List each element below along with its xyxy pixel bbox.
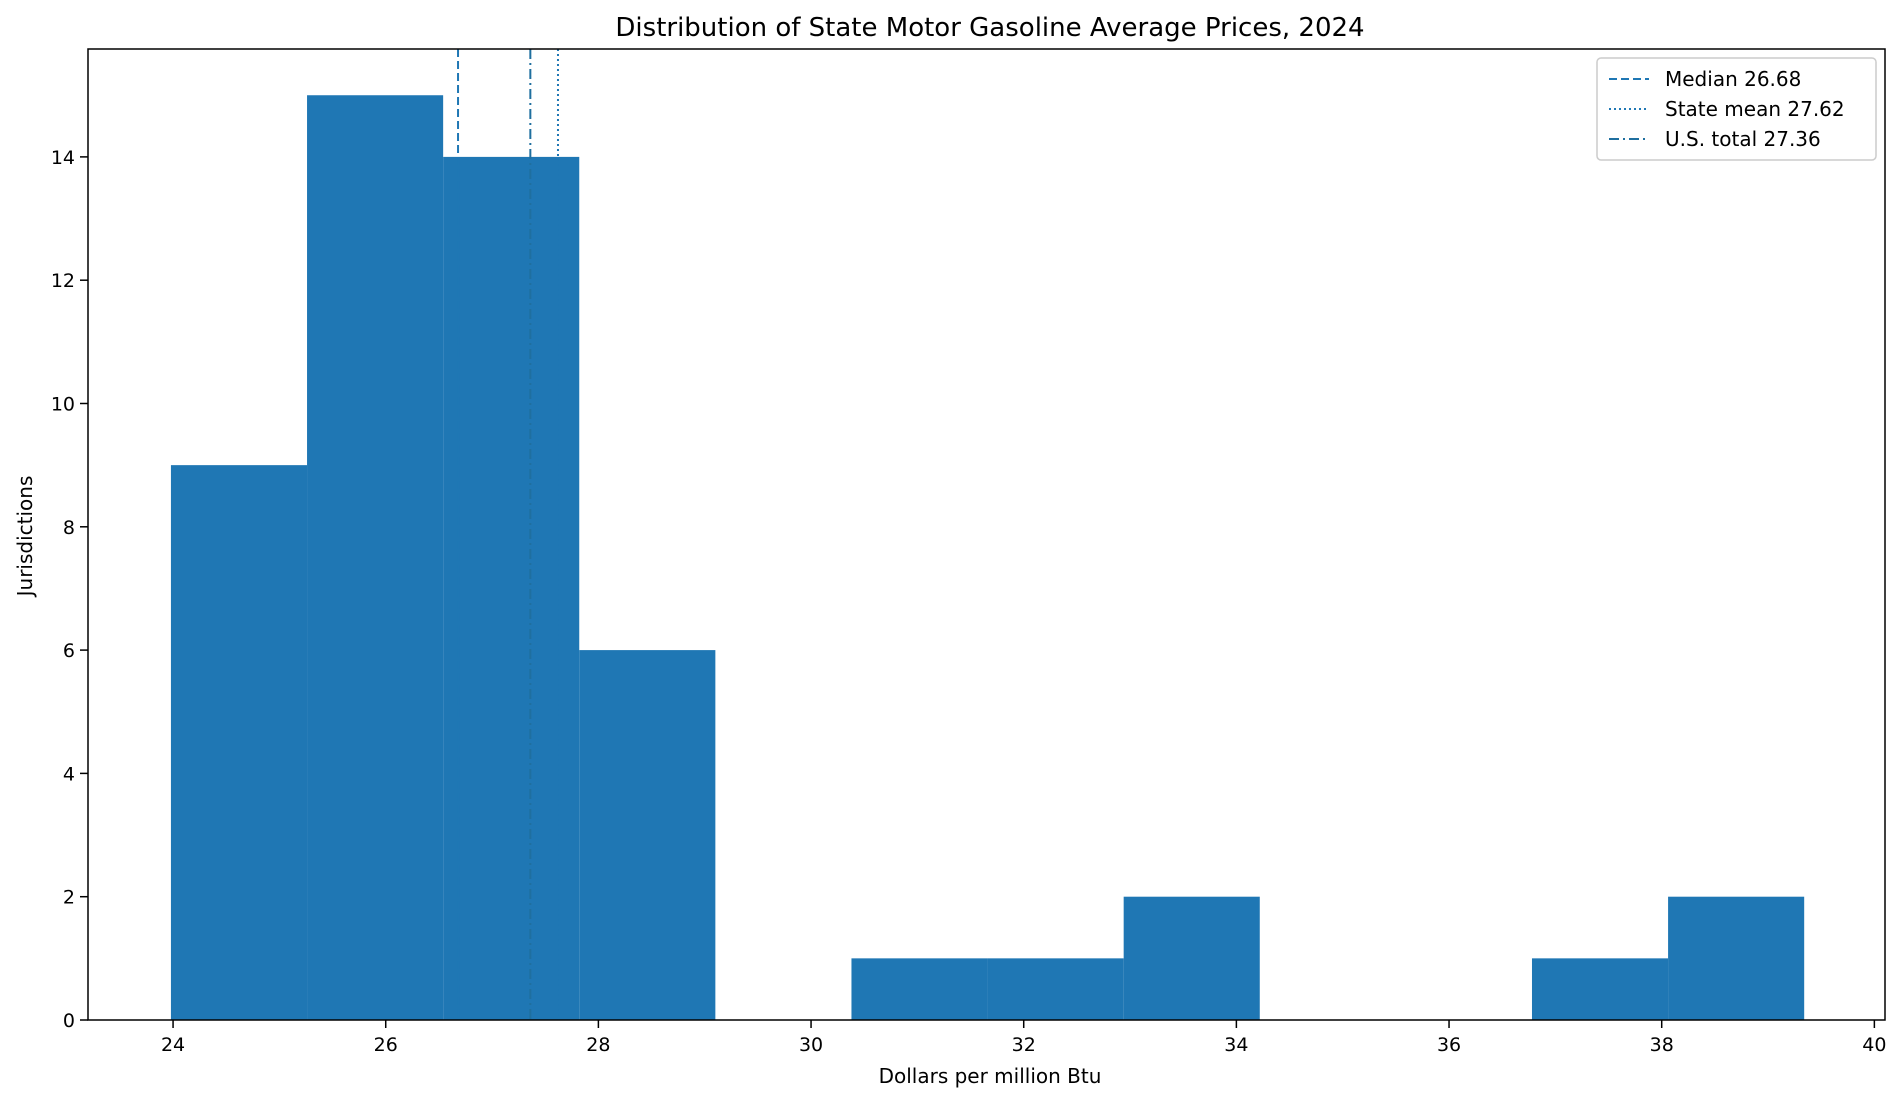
y-axis: 0 2 4 6 8 10 12 14: [51, 147, 88, 1032]
x-tick-label: 34: [1224, 1034, 1248, 1056]
x-tick-label: 32: [1012, 1034, 1036, 1056]
x-tick-label: 36: [1437, 1034, 1461, 1056]
legend: Median 26.68 State mean 27.62 U.S. total 2…: [1596, 57, 1877, 161]
legend-box: [1596, 57, 1877, 161]
chart-title: Distribution of State Motor Gasoline Ave…: [615, 13, 1364, 43]
histogram-bar: [1531, 958, 1669, 1020]
plot-area: [87, 48, 1886, 1021]
x-axis-label: Dollars per million Btu: [879, 1064, 1102, 1088]
y-tick-label: 6: [63, 640, 75, 662]
x-tick-label: 30: [799, 1034, 823, 1056]
x-tick-label: 40: [1862, 1034, 1886, 1056]
histogram-bar: [307, 95, 444, 1020]
y-tick-label: 14: [51, 147, 75, 169]
x-tick-label: 28: [586, 1034, 610, 1056]
y-tick-label: 0: [63, 1010, 75, 1032]
x-tick-label: 24: [161, 1034, 185, 1056]
histogram-bar: [443, 156, 580, 1020]
x-tick-label: 38: [1650, 1034, 1674, 1056]
histogram-bar: [1668, 896, 1805, 1020]
x-tick-label: 26: [374, 1034, 398, 1056]
legend-label-3: U.S. total 27.36: [1665, 127, 1821, 151]
x-axis: 24 26 28 30 32 34 36 38 40: [161, 1020, 1886, 1056]
histogram-bar: [170, 465, 308, 1021]
y-tick-label: 4: [63, 763, 75, 785]
y-axis-label: Jurisdictions: [13, 476, 37, 599]
legend-label-1: Median 26.68: [1665, 67, 1801, 91]
y-tick-label: 10: [51, 393, 75, 415]
y-tick-label: 8: [63, 517, 75, 539]
histogram-bar: [1123, 896, 1260, 1020]
axes-frame: [87, 48, 1886, 1021]
y-tick-label: 2: [63, 887, 75, 909]
histogram-bar: [987, 958, 1124, 1020]
histogram-bar: [579, 650, 716, 1020]
histogram-bar: [851, 958, 988, 1020]
y-tick-label: 12: [51, 270, 75, 292]
legend-label-2: State mean 27.62: [1665, 97, 1845, 121]
